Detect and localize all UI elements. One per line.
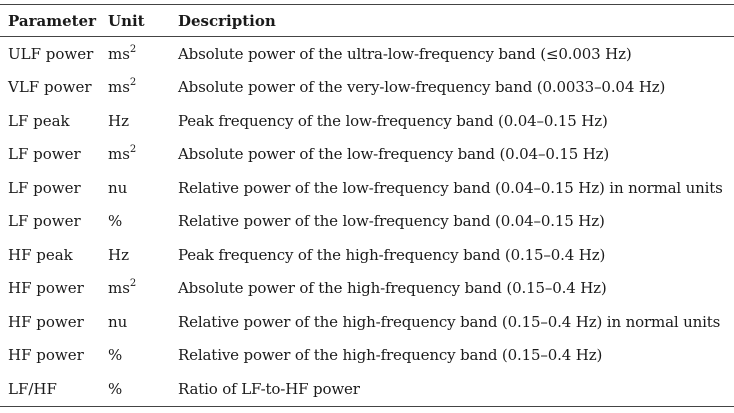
cell-unit: %	[100, 205, 170, 239]
unit-base: %	[108, 379, 123, 398]
unit-base: ms	[108, 78, 130, 97]
cell-parameter: HF power	[8, 312, 84, 331]
unit-base: %	[108, 212, 123, 231]
cell-unit: Hz	[100, 104, 170, 138]
table-row: HF peak Hz Peak frequency of the high-freq…	[0, 238, 734, 272]
hrv-parameter-table: Parameter Unit Description ULF power ms2 A…	[0, 4, 734, 407]
header-unit: Unit	[100, 4, 170, 37]
cell-description: Relative power of the high-frequency ban…	[178, 312, 721, 331]
cell-description: Peak frequency of the low-frequency band…	[178, 111, 608, 130]
unit-superscript: 2	[129, 77, 137, 89]
cell-description: Absolute power of the low-frequency band…	[178, 145, 610, 164]
cell-unit: nu	[100, 171, 170, 205]
cell-parameter: VLF power	[8, 78, 92, 97]
cell-parameter: LF power	[8, 145, 81, 164]
table-row: LF power ms2 Absolute power of the low-fre…	[0, 138, 734, 172]
cell-unit: nu	[100, 305, 170, 339]
unit-superscript: 2	[129, 278, 137, 290]
cell-description: Absolute power of the ultra-low-frequenc…	[178, 44, 632, 63]
unit-base: nu	[108, 178, 128, 197]
cell-unit: ms2	[100, 71, 170, 105]
cell-parameter: LF power	[8, 212, 81, 231]
unit-base: ms	[108, 145, 130, 164]
table-row: LF peak Hz Peak frequency of the low-frequ…	[0, 104, 734, 138]
cell-parameter: ULF power	[8, 44, 94, 63]
unit-base: ms	[108, 44, 130, 63]
table-row: HF power ms2 Absolute power of the high-fr…	[0, 272, 734, 306]
table-row: HF power% Relative power of the high-freq…	[0, 339, 734, 373]
header-description: Description	[170, 4, 734, 37]
header-parameter: Parameter	[0, 4, 100, 37]
table-body: ULF power ms2 Absolute power of the ultra-…	[0, 37, 734, 407]
unit-base: %	[108, 346, 123, 365]
cell-parameter: HF power	[8, 346, 84, 365]
cell-description: Peak frequency of the high-frequency ban…	[178, 245, 606, 264]
cell-description: Relative power of the high-frequency ban…	[178, 346, 603, 365]
header-row: Parameter Unit Description	[0, 4, 734, 37]
unit-base: ms	[108, 279, 130, 298]
cell-parameter: HF peak	[8, 245, 73, 264]
table-row: LF power nu Relative power of the low-freq…	[0, 171, 734, 205]
cell-unit: ms2	[100, 272, 170, 306]
cell-description: Relative power of the low-frequency band…	[178, 178, 723, 197]
table-header: Parameter Unit Description	[0, 4, 734, 37]
cell-parameter: HF power	[8, 279, 84, 298]
table-row: HF power nu Relative power of the high-fre…	[0, 305, 734, 339]
cell-parameter: LF peak	[8, 111, 70, 130]
unit-base: Hz	[108, 111, 129, 130]
cell-description: Absolute power of the high-frequency ban…	[178, 279, 607, 298]
unit-base: Hz	[108, 245, 129, 264]
unit-superscript: 2	[129, 43, 137, 55]
table-row: VLF power ms2 Absolute power of the very-l…	[0, 71, 734, 105]
cell-unit: ms2	[100, 37, 170, 71]
cell-unit: ms2	[100, 138, 170, 172]
hrv-parameter-table-container: Parameter Unit Description ULF power ms2 A…	[0, 4, 734, 407]
table-row: ULF power ms2 Absolute power of the ultra-…	[0, 37, 734, 71]
unit-base: nu	[108, 312, 128, 331]
unit-superscript: 2	[129, 144, 137, 156]
table-row: LF power% Relative power of the low-frequ…	[0, 205, 734, 239]
cell-description: Ratio of LF-to-HF power	[170, 372, 734, 407]
cell-unit: Hz	[100, 238, 170, 272]
cell-unit: %	[100, 339, 170, 373]
cell-parameter: LF/HF	[0, 372, 100, 407]
cell-description: Relative power of the low-frequency band…	[178, 212, 605, 231]
cell-parameter: LF power	[8, 178, 81, 197]
cell-description: Absolute power of the very-low-frequency…	[178, 78, 666, 97]
table-row: LF/HF% Ratio of LF-to-HF power	[0, 372, 734, 407]
cell-unit: %	[100, 372, 170, 407]
